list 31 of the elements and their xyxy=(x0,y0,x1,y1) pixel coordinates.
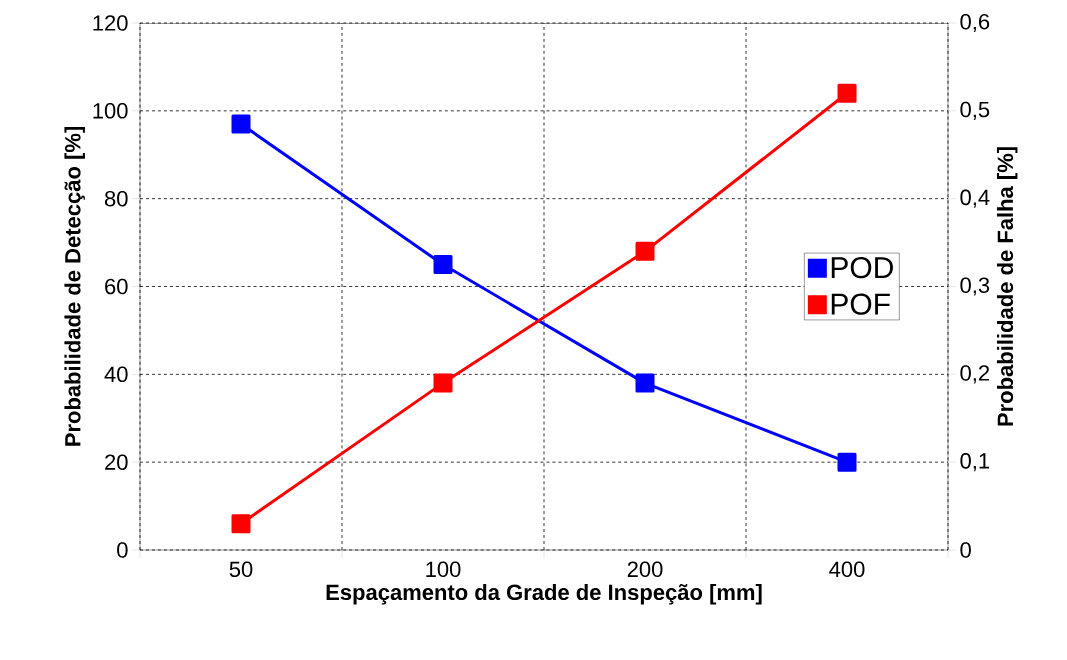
y-tick-label: 40 xyxy=(104,366,128,383)
x-tick-label: 50 xyxy=(229,561,253,578)
x-axis-title: Espaçamento da Grade de Inspeção [mm] xyxy=(326,583,762,605)
point xyxy=(231,514,251,534)
y2-tick-label: 0,6 xyxy=(960,13,990,33)
point xyxy=(837,452,857,472)
y-tick-label: 120 xyxy=(93,15,128,31)
x-tick-label: 100 xyxy=(426,561,461,578)
point xyxy=(635,373,655,393)
y-axis-title: Probabilidade de Detecção [%] xyxy=(64,126,85,446)
y-tick-label: 0 xyxy=(117,542,128,558)
y-tick-label: 20 xyxy=(105,454,128,470)
x-tick-label: 200 xyxy=(627,561,663,578)
point xyxy=(635,241,655,261)
y2-tick-label: 0,2 xyxy=(960,365,990,384)
y2-tick-label: 0 xyxy=(960,542,971,558)
point xyxy=(433,373,453,393)
point xyxy=(433,255,453,275)
y-tick-label: 100 xyxy=(93,103,128,119)
legend-label: POF xyxy=(831,293,890,315)
point xyxy=(231,114,251,134)
x-tick-label: 400 xyxy=(829,561,865,578)
y2-tick-label: 0,5 xyxy=(960,101,990,120)
y2-tick-label: 0,4 xyxy=(960,189,990,208)
y2-tick-label: 0,1 xyxy=(960,453,990,472)
y-tick-label: 60 xyxy=(105,278,128,295)
legend-label: POD xyxy=(831,257,893,279)
point xyxy=(837,83,857,103)
y2-tick-label: 0,3 xyxy=(960,277,990,296)
y2-axis-title: Probabilidade de Falha [%] xyxy=(996,147,1018,426)
y-tick-label: 80 xyxy=(104,190,128,207)
